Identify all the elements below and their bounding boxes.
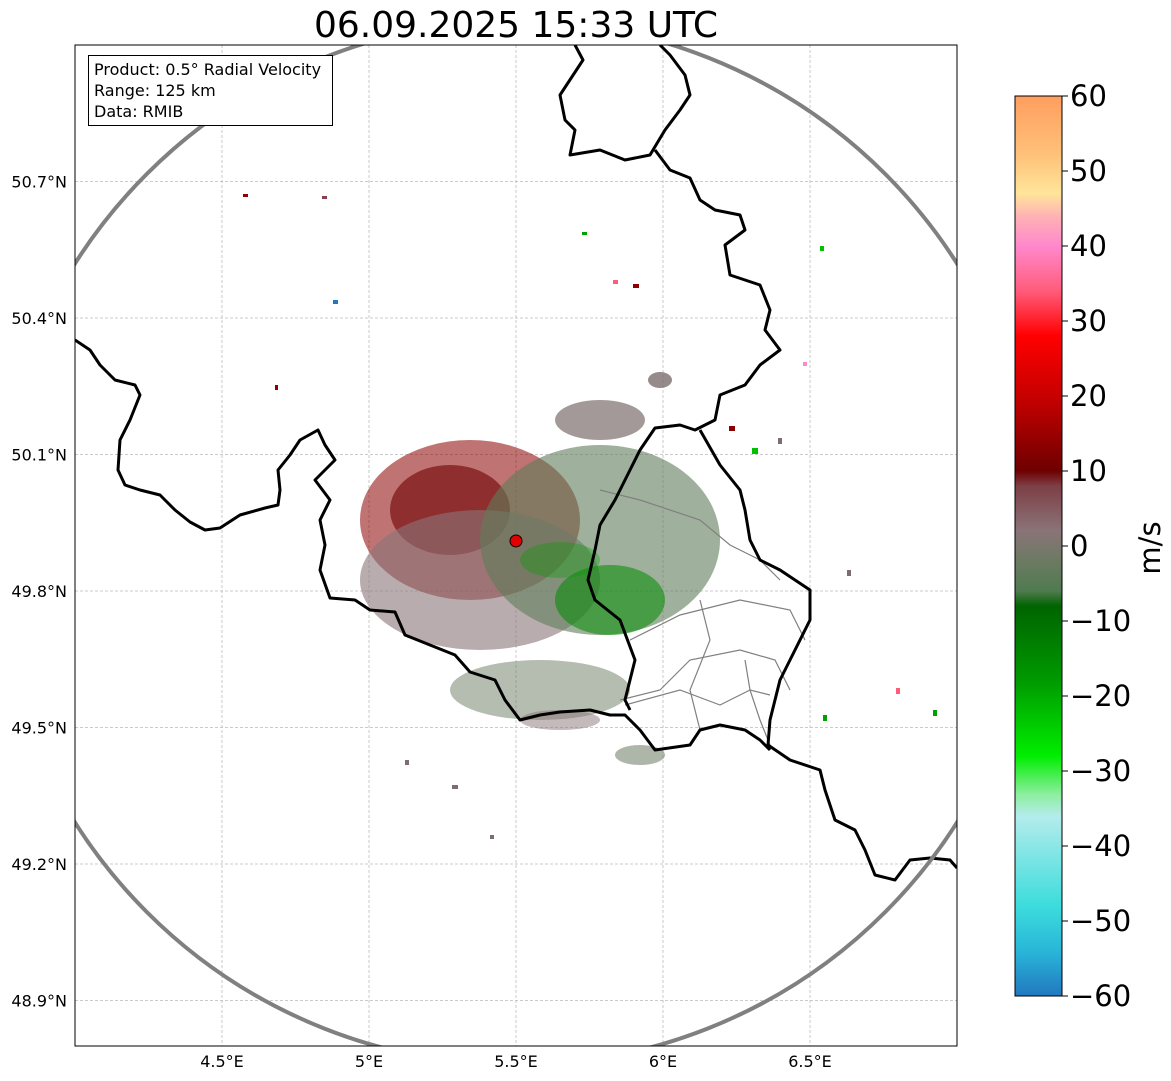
colorbar: 60 50 40 30 20 10 0 −10 −20 −30 −40 −50 −60 m/s xyxy=(1014,79,1167,1013)
echo-speck xyxy=(648,372,672,388)
colorbar-tick-label: 60 xyxy=(1070,79,1107,113)
colorbar-tick-label: −40 xyxy=(1070,829,1131,863)
admin-borders xyxy=(599,489,806,746)
latitude-tick-label: 49.5°N xyxy=(11,719,67,738)
colorbar-tick-label: −60 xyxy=(1070,979,1131,1013)
echo-speck xyxy=(933,710,937,716)
echo-far-south xyxy=(615,745,665,765)
map-title: 06.09.2025 15:33 UTC xyxy=(313,5,719,46)
approach-echo-green xyxy=(520,542,600,578)
echo-speck xyxy=(729,426,735,431)
info-box: Product: 0.5° Radial Velocity Range: 125… xyxy=(88,55,333,126)
colorbar-tick-label: −20 xyxy=(1070,679,1131,713)
echo-speck xyxy=(582,232,587,235)
longitude-tick-label: 5°E xyxy=(355,1052,383,1071)
colorbar-tick-label: 50 xyxy=(1070,154,1107,188)
approach-echo-strong xyxy=(555,565,665,635)
info-product: Product: 0.5° Radial Velocity xyxy=(94,60,322,79)
colorbar-tick-label: −10 xyxy=(1070,604,1131,638)
national-borders xyxy=(75,45,957,882)
latitude-tick-label: 50.1°N xyxy=(11,446,67,465)
echo-speck xyxy=(333,300,338,304)
border-north-east xyxy=(558,45,782,711)
echo-speck xyxy=(896,688,900,694)
longitude-ticks: 4.5°E 5°E 5.5°E 6°E 6.5°E xyxy=(200,1052,832,1071)
echo-speck xyxy=(633,284,639,288)
echo-speck xyxy=(490,835,494,839)
echo-speck xyxy=(243,194,248,197)
colorbar-tick-label: 40 xyxy=(1070,229,1107,263)
info-data-source: Data: RMIB xyxy=(94,102,184,121)
echo-speck xyxy=(803,362,807,366)
latitude-tick-label: 49.2°N xyxy=(11,855,67,874)
latitude-tick-label: 50.7°N xyxy=(11,173,67,192)
echo-speck xyxy=(778,438,782,444)
echo-speck xyxy=(847,570,851,576)
echo-speck xyxy=(752,448,758,454)
border-east xyxy=(698,429,957,882)
colorbar-ticks: 60 50 40 30 20 10 0 −10 −20 −30 −40 −50 −60 xyxy=(1062,79,1131,1013)
echo-speck xyxy=(452,785,458,789)
echo-speck xyxy=(823,715,827,721)
echo-speck xyxy=(820,246,824,251)
colorbar-tick-label: 30 xyxy=(1070,304,1107,338)
echo-speck xyxy=(405,760,409,765)
latitude-tick-label: 50.4°N xyxy=(11,309,67,328)
latitude-ticks: 50.7°N 50.4°N 50.1°N 49.8°N 49.5°N 49.2°N 48.9… xyxy=(11,173,67,1011)
latitude-tick-label: 48.9°N xyxy=(11,992,67,1011)
colorbar-tick-label: 0 xyxy=(1070,529,1088,563)
radar-site-marker[interactable] xyxy=(509,534,523,548)
info-range: Range: 125 km xyxy=(94,81,216,100)
latitude-tick-label: 49.8°N xyxy=(11,582,67,601)
colorbar-tick-label: 20 xyxy=(1070,379,1107,413)
border-west xyxy=(75,338,772,752)
echo-south xyxy=(450,660,630,720)
colorbar-tick-label: −30 xyxy=(1070,754,1131,788)
echo-speck xyxy=(613,280,618,284)
colorbar-unit-label: m/s xyxy=(1133,521,1167,574)
echo-speck xyxy=(275,385,278,390)
longitude-tick-label: 6°E xyxy=(649,1052,677,1071)
plot-frame xyxy=(74,44,958,1047)
colorbar-tick-label: −50 xyxy=(1070,904,1131,938)
longitude-tick-label: 6.5°E xyxy=(788,1052,832,1071)
echo-north xyxy=(555,400,645,440)
velocity-echoes xyxy=(243,194,937,839)
echo-speck xyxy=(322,196,327,199)
longitude-tick-label: 4.5°E xyxy=(200,1052,244,1071)
longitude-tick-label: 5.5°E xyxy=(494,1052,538,1071)
colorbar-tick-label: 10 xyxy=(1070,454,1107,488)
colorbar-gradient xyxy=(1014,95,1063,997)
